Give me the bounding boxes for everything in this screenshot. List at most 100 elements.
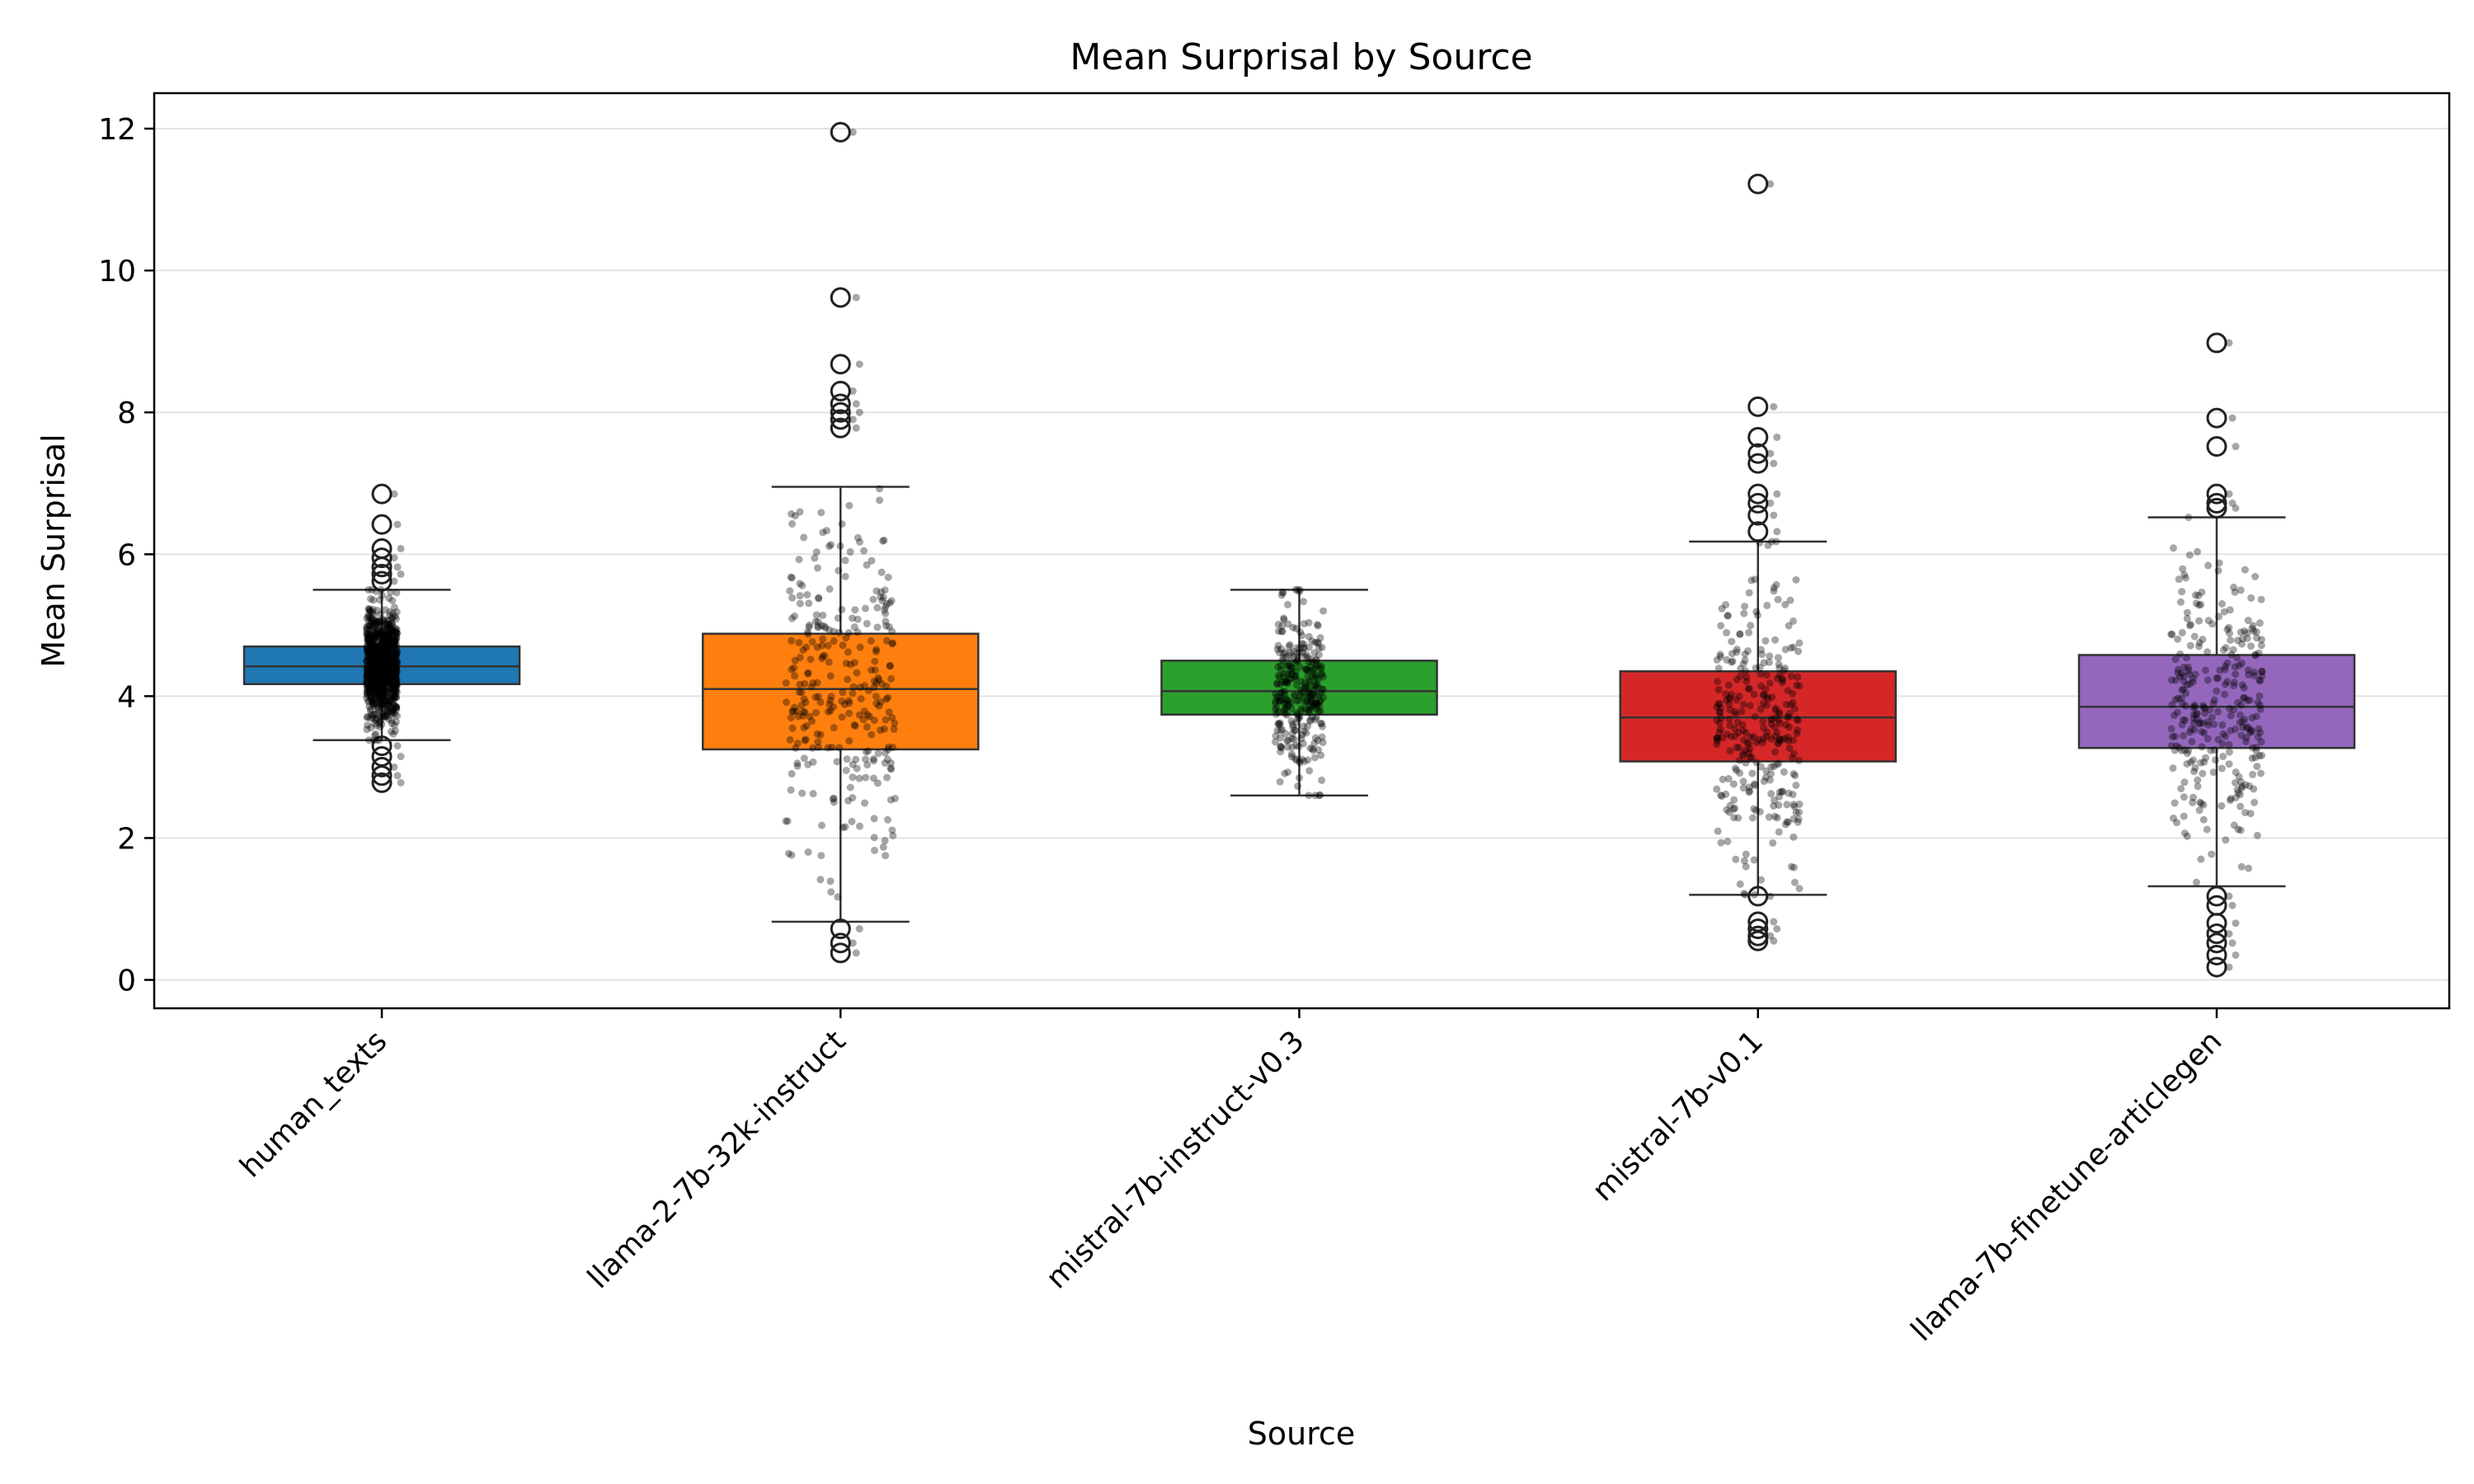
- point-human_texts: [389, 683, 397, 692]
- point-llama-2-7b-32k-instruct: [804, 760, 812, 768]
- point-human_texts: [379, 665, 387, 673]
- point-llama-7b-finetune-articlegen: [2195, 720, 2204, 728]
- point-mistral-7b-instruct-v0.3: [1279, 654, 1287, 662]
- point-human_texts: [365, 617, 374, 625]
- point-human_texts: [393, 648, 401, 656]
- point-human_texts: [369, 635, 378, 643]
- point-human_texts: [364, 697, 372, 706]
- point-human_texts: [371, 643, 379, 651]
- point-human_texts: [367, 694, 375, 702]
- point-mistral-7b-instruct-v0.3: [1293, 650, 1301, 658]
- point-mistral-7b-v0.1: [1756, 538, 1764, 547]
- outlier-mistral-7b-v0.1-7: [1747, 505, 1769, 526]
- point-mistral-7b-v0.1: [1731, 764, 1739, 773]
- point-mistral-7b-instruct-v0.3: [1276, 719, 1284, 727]
- point-human_texts: [363, 635, 371, 643]
- point-human_texts: [380, 643, 388, 651]
- point-human_texts: [380, 680, 388, 688]
- point-human_texts: [372, 587, 380, 595]
- point-llama-7b-finetune-articlegen: [2248, 624, 2256, 632]
- point-mistral-7b-v0.1: [1731, 707, 1739, 716]
- point-human_texts: [363, 642, 371, 650]
- point-llama-2-7b-32k-instruct: [882, 695, 891, 703]
- point-human_texts: [388, 688, 397, 697]
- point-llama-2-7b-32k-instruct: [802, 735, 810, 744]
- point-human_texts: [363, 643, 371, 651]
- point-llama-7b-finetune-articlegen: [2169, 544, 2177, 552]
- point-llama-2-7b-32k-instruct: [870, 683, 878, 692]
- point-mistral-7b-instruct-v0.3: [1304, 722, 1312, 730]
- point-mistral-7b-instruct-v0.3: [1305, 684, 1313, 693]
- point-llama-2-7b-32k-instruct: [881, 749, 889, 757]
- point-human_texts: [378, 693, 386, 701]
- point-human_texts: [365, 676, 374, 684]
- point-llama-7b-finetune-articlegen: [2227, 795, 2235, 803]
- outlier-point-llama-7b-finetune-articlegen-0: [2225, 339, 2233, 347]
- point-human_texts: [379, 651, 387, 660]
- point-llama-2-7b-32k-instruct: [796, 592, 804, 600]
- point-mistral-7b-v0.1: [1790, 833, 1798, 841]
- point-human_texts: [388, 720, 396, 728]
- point-human_texts: [377, 694, 385, 702]
- point-human_texts: [369, 699, 377, 707]
- point-human_texts: [379, 638, 387, 646]
- point-mistral-7b-v0.1: [1778, 787, 1786, 796]
- point-human_texts: [383, 648, 391, 656]
- point-human_texts: [369, 714, 377, 722]
- point-human_texts: [383, 671, 392, 679]
- point-mistral-7b-v0.1: [1761, 636, 1770, 645]
- point-llama-7b-finetune-articlegen: [2241, 781, 2250, 789]
- point-mistral-7b-instruct-v0.3: [1272, 705, 1280, 713]
- point-llama-7b-finetune-articlegen: [2253, 763, 2261, 771]
- point-mistral-7b-instruct-v0.3: [1296, 774, 1304, 782]
- point-llama-7b-finetune-articlegen: [2199, 719, 2207, 727]
- point-human_texts: [391, 637, 399, 646]
- point-mistral-7b-instruct-v0.3: [1293, 654, 1301, 662]
- point-mistral-7b-v0.1: [1745, 749, 1753, 757]
- point-mistral-7b-instruct-v0.3: [1283, 679, 1291, 687]
- point-human_texts: [374, 656, 382, 665]
- point-human_texts: [367, 667, 375, 675]
- point-mistral-7b-instruct-v0.3: [1300, 722, 1308, 730]
- point-mistral-7b-v0.1: [1771, 796, 1779, 805]
- point-llama-7b-finetune-articlegen: [2194, 642, 2203, 650]
- point-human_texts: [374, 707, 383, 715]
- point-human_texts: [379, 638, 388, 646]
- point-llama-2-7b-32k-instruct: [850, 659, 858, 667]
- point-human_texts: [366, 683, 374, 692]
- point-human_texts: [391, 688, 399, 696]
- point-human_texts: [368, 678, 376, 686]
- point-llama-7b-finetune-articlegen: [2238, 681, 2246, 689]
- point-human_texts: [368, 697, 376, 705]
- point-llama-2-7b-32k-instruct: [821, 651, 829, 660]
- point-llama-7b-finetune-articlegen: [2203, 825, 2211, 834]
- point-human_texts: [380, 680, 388, 688]
- point-human_texts: [377, 670, 385, 679]
- point-mistral-7b-v0.1: [1776, 708, 1784, 716]
- point-mistral-7b-instruct-v0.3: [1296, 585, 1304, 594]
- outlier-point-mistral-7b-v0.1-0: [1766, 180, 1775, 188]
- point-human_texts: [380, 653, 388, 661]
- point-mistral-7b-v0.1: [1739, 701, 1747, 709]
- point-human_texts: [378, 700, 386, 708]
- point-mistral-7b-v0.1: [1789, 698, 1797, 707]
- point-human_texts: [368, 657, 376, 665]
- point-llama-2-7b-32k-instruct: [801, 679, 809, 688]
- point-human_texts: [387, 652, 395, 660]
- point-human_texts: [392, 675, 400, 683]
- point-llama-2-7b-32k-instruct: [825, 542, 834, 551]
- point-human_texts: [379, 658, 388, 666]
- point-mistral-7b-v0.1: [1756, 663, 1764, 671]
- point-human_texts: [371, 662, 379, 670]
- point-human_texts: [369, 661, 377, 669]
- point-mistral-7b-instruct-v0.3: [1300, 758, 1309, 766]
- point-llama-7b-finetune-articlegen: [2254, 698, 2262, 707]
- point-llama-2-7b-32k-instruct: [804, 669, 812, 678]
- point-llama-7b-finetune-articlegen: [2240, 683, 2248, 692]
- point-human_texts: [365, 665, 373, 673]
- point-llama-2-7b-32k-instruct: [849, 683, 858, 691]
- point-human_texts: [375, 648, 383, 656]
- outlier-llama-7b-finetune-articlegen-4: [2206, 492, 2227, 514]
- point-human_texts: [374, 617, 382, 625]
- point-llama-2-7b-32k-instruct: [884, 745, 892, 754]
